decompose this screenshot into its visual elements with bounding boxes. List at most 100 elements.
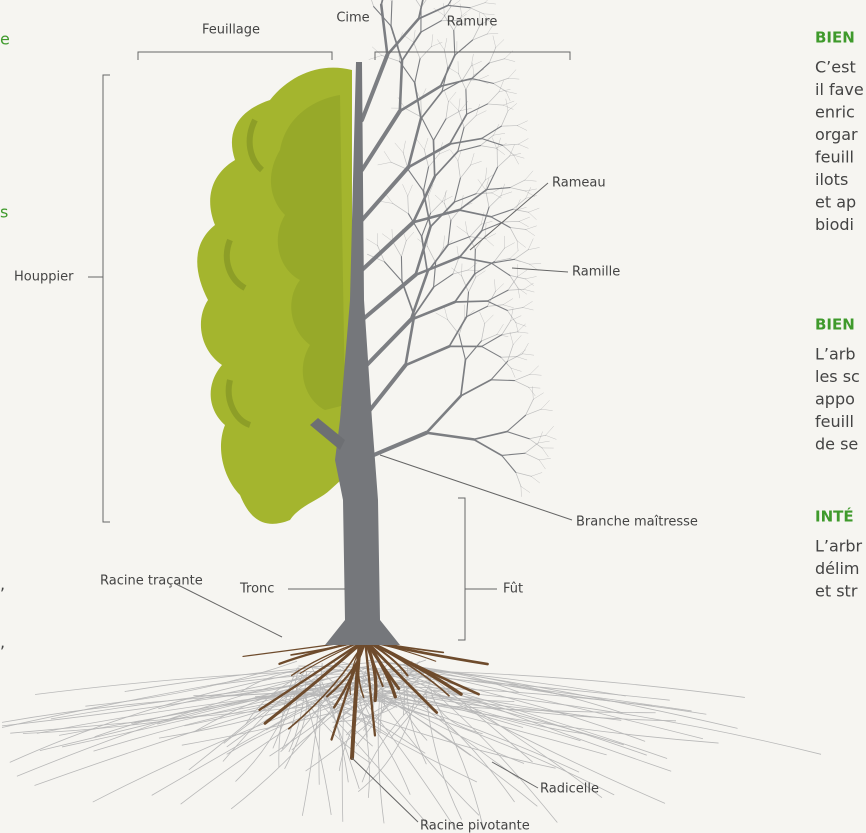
branch	[525, 279, 533, 286]
branch	[503, 299, 513, 305]
label-ramure: Ramure	[447, 15, 498, 30]
branch	[393, 203, 409, 213]
branch	[448, 237, 470, 245]
branch	[517, 324, 525, 332]
branch	[519, 221, 528, 226]
section-line: biodi	[815, 215, 854, 234]
branch	[524, 289, 534, 292]
branch	[459, 99, 460, 111]
branch	[506, 99, 508, 111]
branch	[455, 274, 475, 302]
label-ramille: Ramille	[572, 265, 620, 280]
branch	[454, 178, 460, 202]
branch	[450, 101, 459, 110]
branch	[514, 381, 528, 388]
branch	[446, 111, 461, 119]
branch	[470, 3, 485, 8]
branch	[521, 486, 522, 496]
branch	[525, 189, 536, 191]
branch	[362, 222, 413, 270]
branch	[467, 292, 469, 317]
branch	[526, 187, 531, 198]
branch	[481, 221, 492, 224]
branch	[470, 8, 484, 14]
branch	[517, 241, 525, 248]
branch	[507, 432, 529, 439]
branch	[499, 81, 503, 92]
branch	[497, 156, 509, 167]
branch	[448, 220, 451, 245]
branch	[378, 162, 391, 165]
branch	[510, 228, 517, 241]
branch	[468, 263, 477, 270]
branch	[395, 143, 403, 153]
branch	[507, 310, 516, 322]
branch	[495, 284, 503, 292]
radicle	[363, 692, 606, 755]
branch	[474, 439, 502, 455]
branch	[491, 380, 514, 381]
branch	[485, 315, 494, 324]
branch	[529, 387, 540, 388]
branch	[468, 270, 479, 271]
branch	[518, 144, 528, 148]
branch	[494, 133, 505, 135]
branch	[508, 70, 516, 79]
branch	[503, 105, 513, 109]
branch	[485, 168, 486, 180]
branch	[465, 341, 481, 360]
label-rameau: Rameau	[552, 176, 606, 191]
branch	[518, 139, 528, 145]
branch	[493, 36, 496, 48]
branch	[428, 247, 436, 263]
branch	[528, 239, 533, 250]
branch	[507, 415, 526, 431]
branch	[444, 38, 446, 50]
branch	[488, 92, 500, 104]
branch	[437, 40, 444, 51]
branch	[489, 59, 504, 63]
branch	[462, 66, 471, 80]
section-heading: BIEN	[815, 29, 855, 47]
branch	[530, 366, 539, 374]
branch	[525, 443, 538, 453]
branch	[517, 241, 518, 251]
branch	[459, 318, 465, 335]
section-line: il fave	[815, 80, 864, 99]
branch	[444, 3, 445, 15]
branch	[445, 192, 446, 204]
branch	[393, 241, 402, 256]
tree-diagram: Feuillage Cime Ramure Rameau Ramille Hou…	[0, 0, 866, 833]
branch	[476, 193, 492, 194]
radicle	[303, 689, 331, 815]
right-column: BIENC’estil faveenricorgarfeuillilotset …	[815, 29, 864, 601]
branch	[531, 476, 540, 483]
branch	[480, 146, 496, 149]
branch	[471, 54, 473, 66]
branch	[473, 34, 488, 40]
branch	[450, 139, 482, 145]
section-line: et ap	[815, 193, 856, 212]
section-line: appo	[815, 390, 855, 409]
branch	[460, 165, 470, 178]
branch	[510, 332, 513, 344]
branch	[424, 138, 428, 150]
label-racine-pivotante: Racine pivotante	[420, 819, 530, 833]
branch	[502, 321, 511, 335]
branch	[406, 346, 450, 365]
branch	[481, 335, 496, 341]
branch	[529, 208, 540, 212]
branch	[423, 167, 428, 191]
branch	[461, 360, 466, 396]
branch	[482, 207, 489, 231]
section-line: orgar	[815, 125, 858, 144]
branch	[528, 247, 539, 249]
branch	[508, 78, 519, 79]
branch	[466, 90, 467, 115]
branch	[516, 472, 531, 476]
branch	[421, 21, 441, 32]
branch	[478, 75, 488, 80]
branch	[503, 221, 519, 222]
branch	[501, 192, 512, 196]
branch	[413, 177, 434, 223]
